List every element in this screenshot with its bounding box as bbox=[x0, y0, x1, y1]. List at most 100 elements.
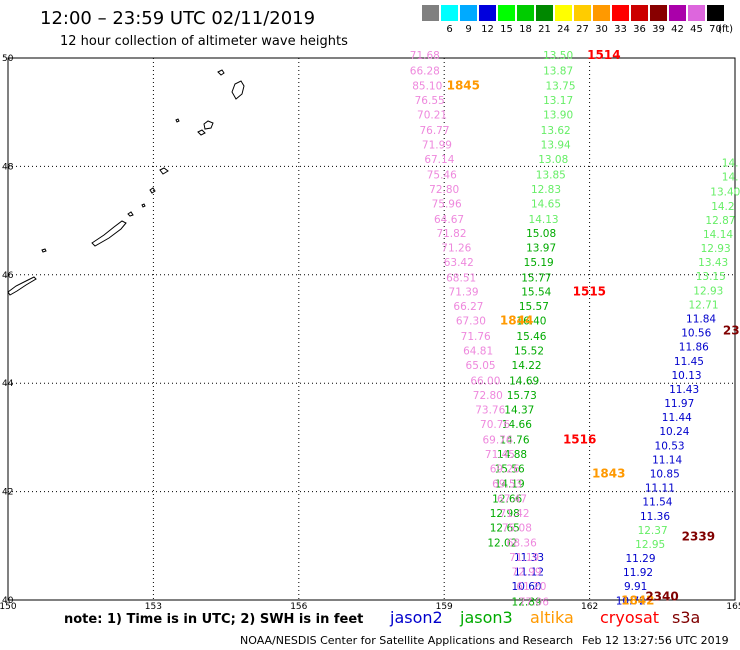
wave-height-reading: 14. bbox=[722, 157, 739, 169]
chart-title: 12:00 – 23:59 UTC 02/11/2019 bbox=[40, 8, 316, 29]
wave-height-reading: 11.33 bbox=[514, 552, 544, 564]
map-frame bbox=[7, 57, 736, 601]
wave-height-reading: 12.37 bbox=[638, 525, 668, 537]
legend-swatch bbox=[593, 5, 610, 21]
wave-height-reading: 75.08 bbox=[502, 523, 532, 535]
wave-height-reading: 15.73 bbox=[507, 390, 537, 402]
latitude-label: 42 bbox=[2, 488, 13, 498]
wave-height-reading: 76.55 bbox=[415, 95, 445, 107]
wave-height-reading: 14. bbox=[722, 171, 739, 183]
latitude-label: 40 bbox=[2, 596, 14, 606]
legend-swatch bbox=[555, 5, 572, 21]
wave-height-reading: 71.99 bbox=[422, 140, 452, 152]
wave-height-reading: 11.12 bbox=[514, 567, 544, 579]
wave-height-reading: 14.66 bbox=[502, 419, 532, 431]
satellite-name: s3a bbox=[672, 608, 701, 627]
legend-label: 42 bbox=[671, 24, 684, 35]
coastline bbox=[197, 129, 206, 136]
wave-height-reading: 11.44 bbox=[662, 412, 692, 424]
wave-height-reading: 12.89 bbox=[512, 596, 542, 608]
wave-height-reading: 13.85 bbox=[536, 169, 566, 181]
legend-swatch bbox=[612, 5, 629, 21]
wave-height-reading: 14.13 bbox=[529, 214, 559, 226]
wave-height-reading: 10.72 bbox=[616, 595, 646, 607]
wave-height-reading: 10.24 bbox=[659, 426, 689, 438]
wave-height-reading: 71.82 bbox=[436, 228, 466, 240]
legend-label: 21 bbox=[538, 24, 551, 35]
wave-height-reading: 71.45 bbox=[485, 449, 515, 461]
legend-swatch bbox=[479, 5, 496, 21]
legend-swatch bbox=[460, 5, 477, 21]
coastline bbox=[203, 120, 214, 130]
wave-height-reading: 12.02 bbox=[487, 537, 517, 549]
legend-label: 27 bbox=[576, 24, 589, 35]
satellite-name: altika bbox=[530, 608, 574, 627]
coastline bbox=[217, 69, 225, 76]
wave-height-reading: 67.30 bbox=[456, 316, 486, 328]
wave-height-reading: 11.36 bbox=[640, 511, 670, 523]
wave-height-reading: 63.42 bbox=[444, 257, 474, 269]
wave-height-reading: 13.87 bbox=[543, 65, 573, 77]
wave-height-reading: 71.76 bbox=[461, 331, 491, 343]
pass-time-label: 2340 bbox=[645, 590, 678, 604]
wave-height-reading: 10.85 bbox=[650, 469, 680, 481]
coastline bbox=[175, 118, 180, 123]
wave-height-reading: 14.88 bbox=[497, 449, 527, 461]
wave-height-reading: 12.93 bbox=[701, 243, 731, 255]
wave-height-reading: 14.19 bbox=[495, 478, 525, 490]
longitude-label: 153 bbox=[145, 602, 162, 610]
altimeter-map: 150 153 156 159 162 165 50 48 46 44 42 40 13.50 13.87… bbox=[0, 48, 740, 610]
wave-height-reading: 15.56 bbox=[495, 464, 525, 476]
wave-height-reading: 14.14 bbox=[703, 229, 733, 241]
wave-height-reading: 11.14 bbox=[652, 454, 682, 466]
pass-time-label: 2339 bbox=[682, 529, 715, 543]
pass-time-label: 1844 bbox=[500, 314, 533, 328]
wave-height-reading: 67.14 bbox=[424, 154, 454, 166]
wave-height-reading: 12.95 bbox=[635, 539, 665, 551]
wave-height-reading: 71.42 bbox=[499, 508, 529, 520]
legend-label: 33 bbox=[614, 24, 627, 35]
pass-time-label: 233 bbox=[723, 323, 740, 337]
latitude-label: 48 bbox=[2, 162, 14, 172]
latitude-label: 44 bbox=[2, 379, 14, 389]
latitude-label: 46 bbox=[2, 271, 14, 281]
legend-label: 6 bbox=[446, 24, 453, 35]
wave-height-reading: 15.19 bbox=[524, 257, 554, 269]
wave-height-reading: 10.56 bbox=[681, 328, 711, 340]
satellite-name: jason2 bbox=[390, 608, 443, 627]
wave-height-reading: 12.98 bbox=[490, 508, 520, 520]
wave-height-reading: 16.40 bbox=[516, 316, 546, 328]
satellite-name: cryosat bbox=[600, 608, 660, 627]
wave-height-reading: 12.83 bbox=[531, 184, 561, 196]
longitude-label: 162 bbox=[581, 602, 598, 610]
coastline bbox=[141, 203, 146, 208]
wave-height-reading: 77.06 bbox=[519, 596, 549, 608]
longitude-label: 156 bbox=[290, 602, 307, 610]
wave-height-reading: 15.54 bbox=[521, 286, 551, 298]
coastline bbox=[231, 80, 245, 100]
wave-height-reading: 14.22 bbox=[512, 360, 542, 372]
longitude-label: 150 bbox=[0, 602, 17, 610]
coastline bbox=[159, 167, 169, 175]
wave-height-reading: 71.39 bbox=[449, 286, 479, 298]
latitude-label: 50 bbox=[2, 54, 14, 64]
legend-label: 45 bbox=[690, 24, 703, 35]
wave-height-reading: 10.60 bbox=[512, 581, 542, 593]
wave-height-reading: 11.92 bbox=[623, 567, 653, 579]
wave-height-reading: 14.65 bbox=[531, 199, 561, 211]
wave-height-reading: 68.36 bbox=[507, 537, 537, 549]
wave-height-reading: 11.54 bbox=[642, 497, 672, 509]
legend-swatch bbox=[574, 5, 591, 21]
wave-height-reading: 14.69 bbox=[509, 375, 539, 387]
wave-height-reading: 11.29 bbox=[625, 553, 655, 565]
wave-height-reading: 10.53 bbox=[655, 440, 685, 452]
pass-time-label: 1843 bbox=[592, 467, 625, 481]
wave-height-reading: 75.46 bbox=[427, 169, 457, 181]
pass-time-label: 1515 bbox=[573, 284, 606, 298]
wave-height-reading: 13.94 bbox=[541, 140, 571, 152]
wave-height-reading: 13.15 bbox=[696, 271, 726, 283]
pass-time-label: 1842 bbox=[621, 593, 654, 607]
wave-height-reading: 11.11 bbox=[645, 483, 675, 495]
wave-height-reading: 15.57 bbox=[519, 301, 549, 313]
wave-height-reading: 66.00 bbox=[470, 375, 500, 387]
